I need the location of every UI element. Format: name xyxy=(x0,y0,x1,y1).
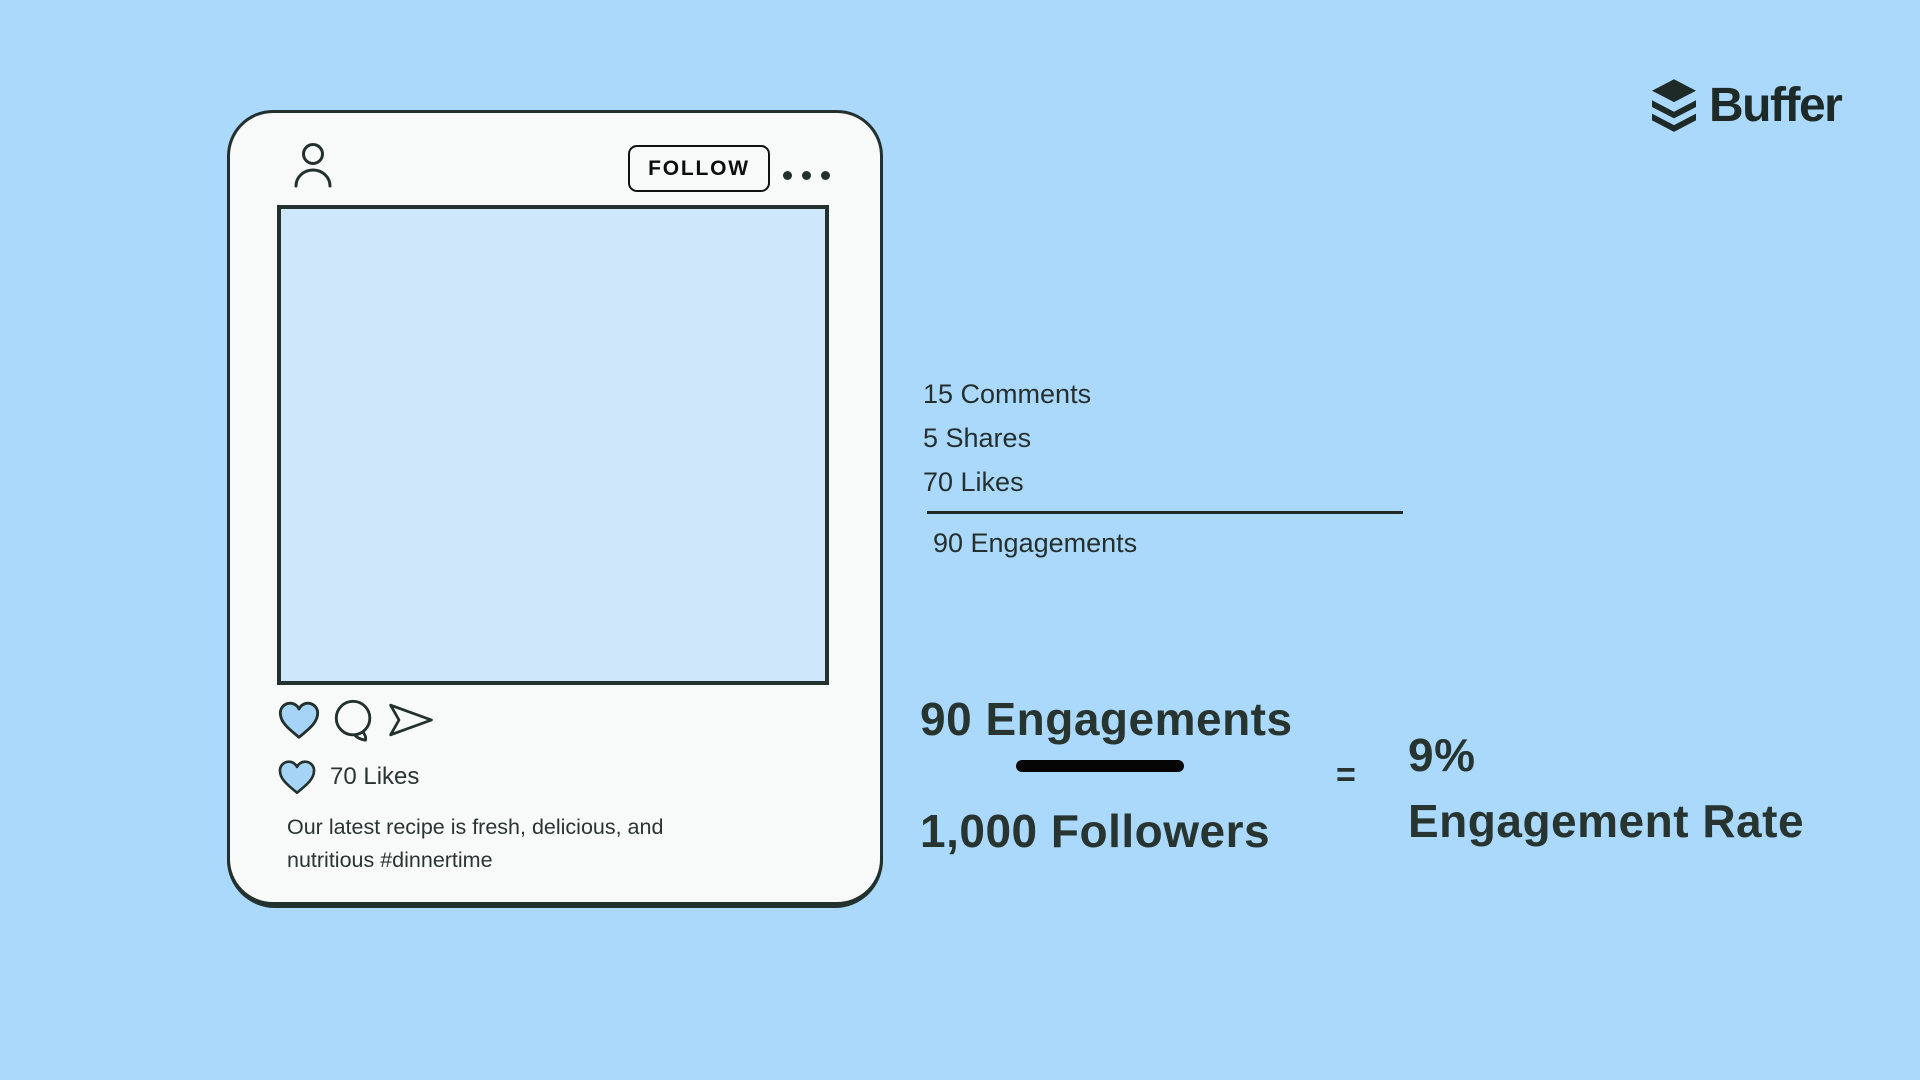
caption-line-1: Our latest recipe is fresh, delicious, a… xyxy=(287,815,664,839)
equation-numerator: 90 Engagements xyxy=(920,693,1293,745)
post-caption: Our latest recipe is fresh, delicious, a… xyxy=(287,811,663,877)
brand-logo: Buffer xyxy=(1652,78,1843,133)
brand-wordmark: Buffer xyxy=(1709,79,1843,132)
equation-denominator: 1,000 Followers xyxy=(920,805,1271,857)
post-image-placeholder xyxy=(277,205,829,685)
post-card: FOLLOW 70 Likes Our latest rec xyxy=(227,110,883,905)
result-value: 9% xyxy=(1408,729,1476,781)
stat-shares: 5 Shares xyxy=(923,423,1032,453)
caption-line-2: nutritious #dinnertime xyxy=(287,848,493,872)
likes-row: 70 Likes xyxy=(276,757,419,797)
comment-icon[interactable] xyxy=(331,697,377,743)
equals-sign: = xyxy=(1336,756,1356,794)
likes-count-label: 70 Likes xyxy=(330,763,420,790)
engagement-sum-list: 15 Comments 5 Shares 70 Likes xyxy=(923,372,1091,504)
fraction-bar xyxy=(1016,760,1184,772)
post-action-row xyxy=(276,697,436,743)
equation-result: 9% Engagement Rate xyxy=(1408,722,1804,854)
more-options-icon[interactable] xyxy=(783,171,830,180)
user-avatar-icon xyxy=(294,143,332,188)
stat-likes: 70 Likes xyxy=(923,467,1024,497)
sum-divider-line xyxy=(927,511,1403,514)
likes-heart-icon xyxy=(278,760,316,795)
follow-button[interactable]: FOLLOW xyxy=(628,145,770,192)
stat-comments: 15 Comments xyxy=(923,379,1092,409)
buffer-logo-icon xyxy=(1652,78,1696,132)
like-heart-icon[interactable] xyxy=(276,698,322,742)
engagements-total: 90 Engagements xyxy=(933,528,1138,558)
follow-button-label: FOLLOW xyxy=(648,156,750,180)
result-label: Engagement Rate xyxy=(1408,795,1805,847)
share-icon[interactable] xyxy=(386,698,436,742)
